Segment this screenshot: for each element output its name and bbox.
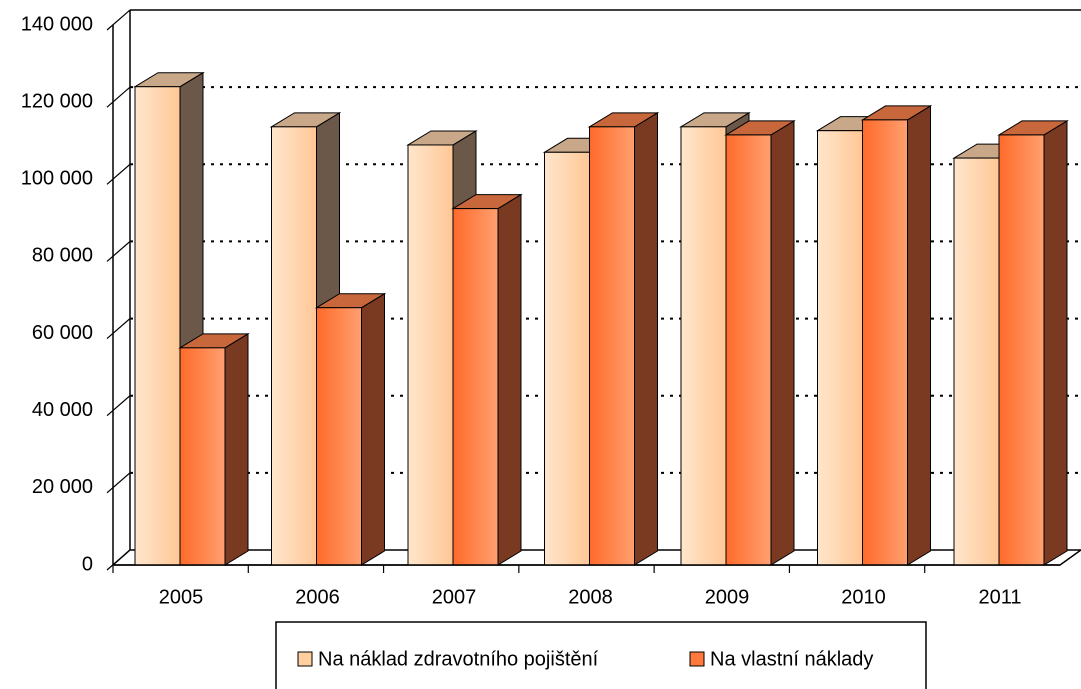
bar-side bbox=[634, 111, 658, 566]
bar-front bbox=[817, 130, 863, 566]
bar-front bbox=[134, 86, 181, 566]
bar bbox=[587, 111, 660, 566]
legend-label: Na náklad zdravotního pojištění bbox=[318, 648, 599, 670]
x-tick-label: 2007 bbox=[432, 586, 477, 608]
bar-front bbox=[680, 126, 727, 566]
bar-front bbox=[271, 126, 317, 566]
tick-mark bbox=[106, 472, 131, 494]
bar-side bbox=[224, 332, 249, 566]
bar-front bbox=[998, 134, 1045, 566]
x-tick-label: 2009 bbox=[705, 586, 750, 608]
y-tick-label: 20 000 bbox=[32, 476, 93, 498]
bar-front bbox=[589, 126, 635, 566]
bar bbox=[178, 332, 250, 566]
bar-front bbox=[544, 151, 590, 566]
legend-label: Na vlastní náklady bbox=[710, 648, 873, 670]
y-tick-label: 60 000 bbox=[32, 322, 93, 344]
tick-mark bbox=[106, 240, 131, 262]
y-tick-label: 80 000 bbox=[32, 245, 93, 267]
x-tick-label: 2008 bbox=[568, 586, 613, 608]
bar-front bbox=[452, 208, 499, 566]
legend-swatch bbox=[297, 651, 313, 667]
bar-side bbox=[497, 193, 522, 566]
x-tick-label: 2010 bbox=[841, 586, 886, 608]
legend: Na náklad zdravotního pojištění Na vlastn… bbox=[275, 621, 927, 689]
y-tick-label: 120 000 bbox=[21, 90, 93, 112]
bar-front bbox=[407, 144, 454, 566]
bar-front bbox=[179, 347, 226, 566]
bar-front bbox=[953, 157, 1000, 566]
tick-mark bbox=[106, 395, 131, 417]
bar bbox=[314, 292, 387, 566]
bar-side bbox=[770, 120, 795, 566]
tick-mark bbox=[106, 86, 131, 108]
bar-front bbox=[725, 134, 772, 566]
bar-side bbox=[361, 292, 385, 566]
y-tick-label: 0 bbox=[82, 553, 93, 575]
bar bbox=[451, 193, 523, 566]
tick-mark bbox=[106, 163, 131, 185]
tick-mark bbox=[106, 9, 131, 31]
bar-front bbox=[316, 307, 362, 566]
bar-side bbox=[1043, 120, 1068, 566]
y-tick-label: 40 000 bbox=[32, 399, 93, 421]
bar bbox=[724, 120, 796, 566]
bar-front bbox=[862, 119, 908, 566]
bar bbox=[997, 120, 1069, 566]
x-tick-label: 2006 bbox=[295, 586, 340, 608]
x-tick-label: 2005 bbox=[159, 586, 204, 608]
bar bbox=[860, 104, 933, 566]
y-tick-label: 140 000 bbox=[21, 13, 93, 35]
tick-mark bbox=[106, 318, 131, 340]
y-tick-label: 100 000 bbox=[21, 168, 93, 190]
bar-side bbox=[907, 104, 931, 566]
legend-box bbox=[275, 621, 927, 689]
x-tick-label: 2011 bbox=[978, 586, 1021, 608]
legend-swatch bbox=[689, 651, 705, 667]
